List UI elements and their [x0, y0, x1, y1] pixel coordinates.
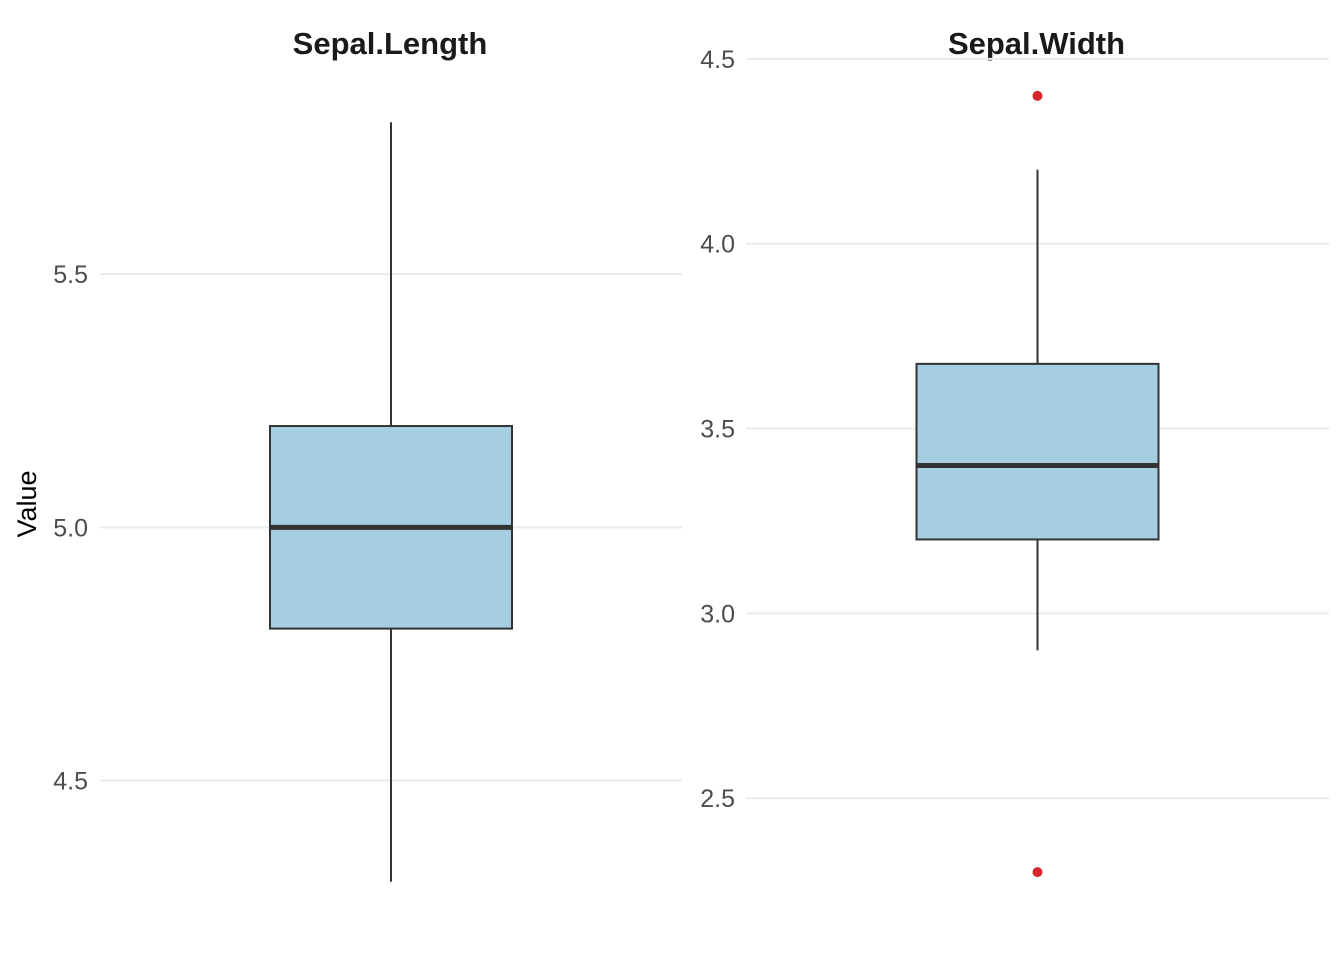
y-axis-title: Value	[12, 470, 42, 537]
y-tick-label: 4.0	[700, 231, 735, 259]
panel-sepal-width: Sepal.Width 2.5 3.0 3.5 4.0 4.5	[700, 26, 1329, 878]
y-tick-label: 3.0	[700, 600, 735, 628]
y-tick-label: 5.5	[53, 261, 88, 289]
y-tick-label: 4.5	[53, 768, 88, 796]
panel-sepal-length: Sepal.Length 4.5 5.0 5.5	[53, 26, 682, 882]
iqr-box	[915, 362, 1160, 541]
panel-title: Sepal.Length	[293, 26, 488, 61]
outlier-point	[1032, 90, 1043, 101]
y-tick-label: 3.5	[700, 416, 735, 444]
outlier-point	[1032, 867, 1043, 878]
y-tick-label: 4.5	[700, 46, 735, 74]
panel-title: Sepal.Width	[948, 26, 1125, 61]
y-tick-label: 5.0	[53, 514, 88, 542]
y-tick-label: 2.5	[700, 785, 735, 813]
